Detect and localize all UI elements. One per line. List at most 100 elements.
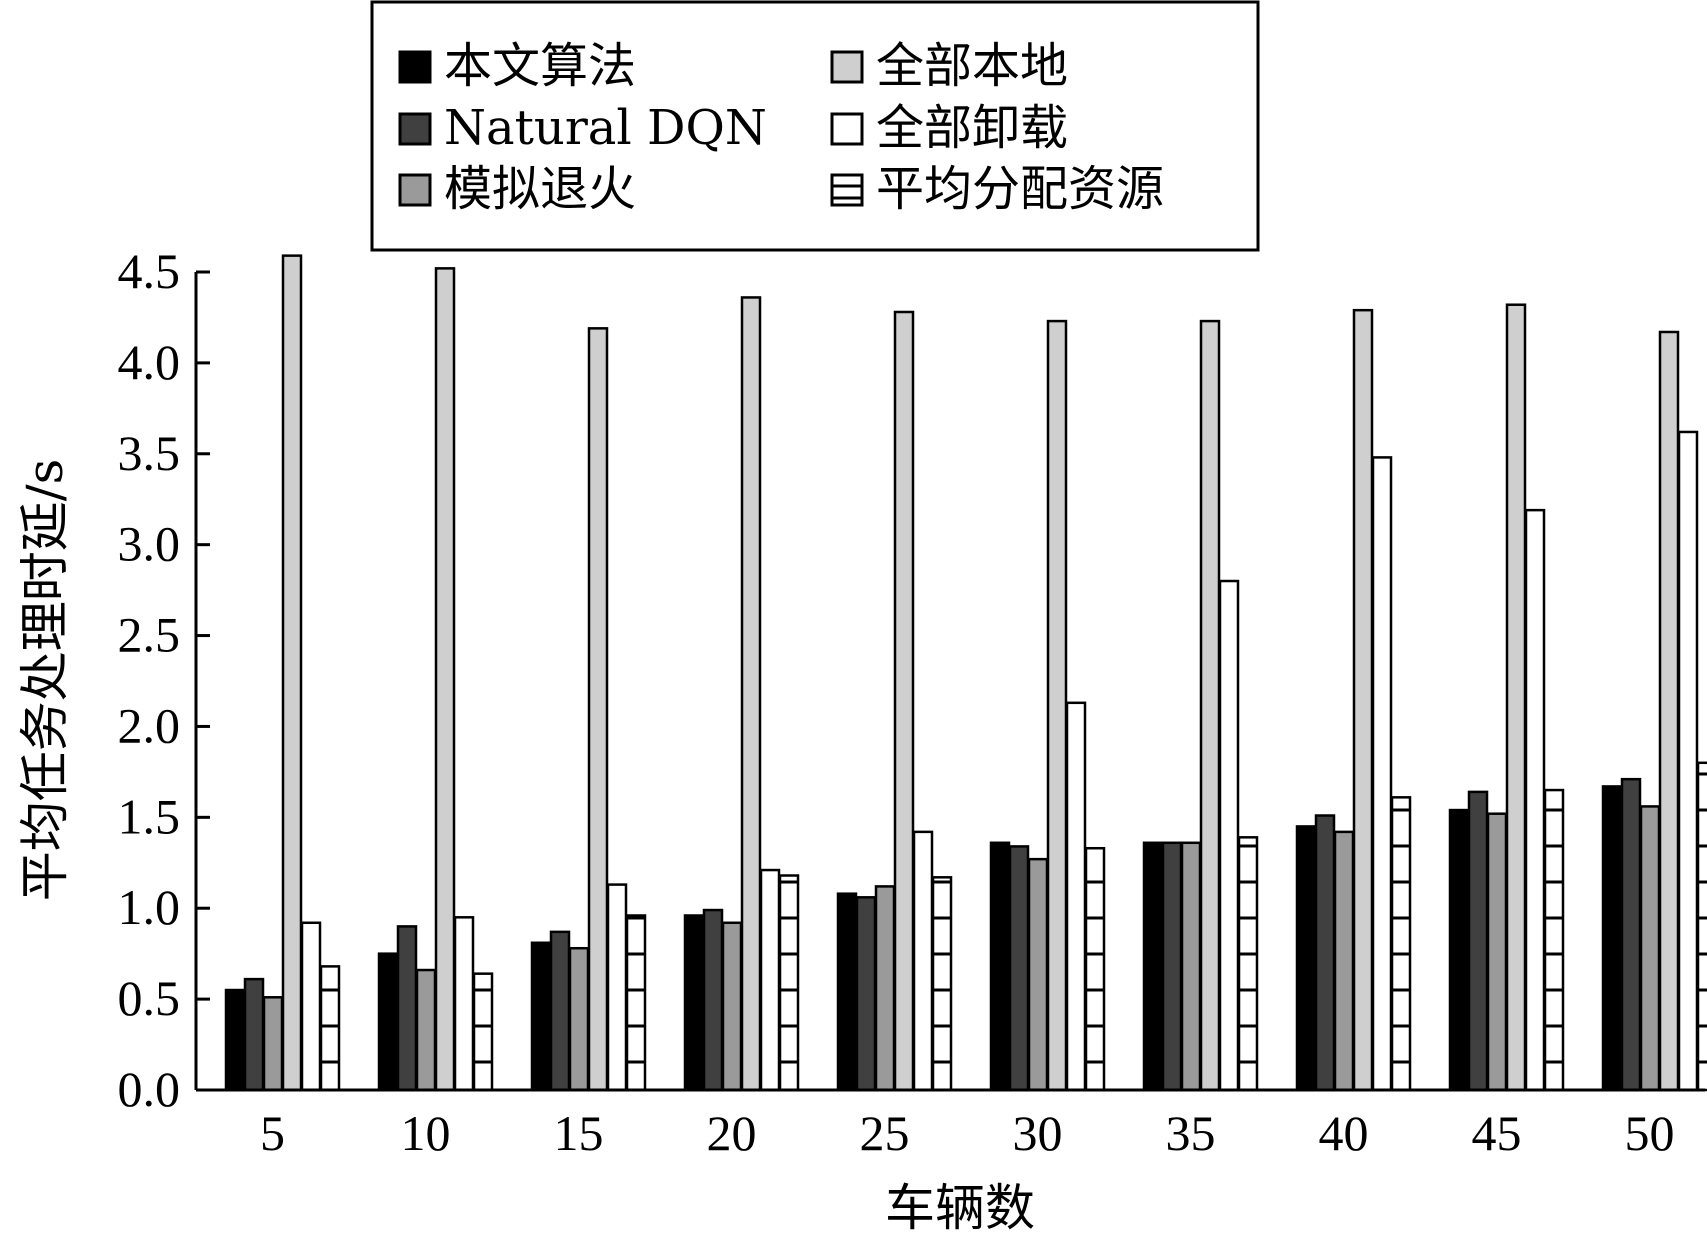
y-tick-label: 1.5 <box>118 788 181 844</box>
bar <box>1084 846 1106 1092</box>
bar <box>1065 701 1087 1092</box>
bar <box>874 885 896 1092</box>
bar <box>1467 790 1489 1092</box>
y-tick-label: 3.0 <box>118 516 181 572</box>
bar <box>300 921 322 1092</box>
bar <box>549 930 571 1092</box>
bar <box>931 876 953 1092</box>
bar <box>434 267 456 1092</box>
legend-swatch <box>830 173 864 207</box>
bar <box>702 908 724 1092</box>
bar <box>1142 841 1164 1092</box>
bar <box>587 327 609 1092</box>
legend-label: Natural DQN <box>444 100 767 156</box>
bar <box>606 883 628 1092</box>
bar <box>1620 777 1642 1092</box>
bar <box>912 830 934 1092</box>
bar <box>1524 508 1546 1092</box>
legend-box <box>370 0 1260 252</box>
bar <box>1696 761 1707 1092</box>
x-tick-label: 10 <box>401 1105 451 1161</box>
bar <box>472 972 494 1092</box>
x-axis-title: 车辆数 <box>885 1179 1035 1237</box>
bar <box>989 841 1011 1092</box>
bar <box>625 914 647 1092</box>
bar <box>1658 330 1680 1092</box>
bar <box>1237 836 1259 1092</box>
bars-group <box>224 254 1707 1092</box>
legend-swatch <box>830 112 864 146</box>
y-tick-label: 0.5 <box>118 970 181 1026</box>
x-tick-label: 40 <box>1319 1105 1369 1161</box>
bar <box>1218 579 1240 1092</box>
bar <box>855 896 877 1092</box>
bar <box>1448 808 1470 1092</box>
bar <box>453 916 475 1092</box>
legend-label: 本文算法 <box>444 38 636 94</box>
x-tick-label: 30 <box>1013 1105 1063 1161</box>
bar <box>1046 319 1068 1092</box>
bar <box>1333 830 1355 1092</box>
legend-label: 全部卸载 <box>876 100 1068 156</box>
legend-swatch <box>830 50 864 84</box>
x-tick-label: 35 <box>1166 1105 1216 1161</box>
bar <box>683 914 705 1092</box>
x-tick-label: 20 <box>707 1105 757 1161</box>
legend-swatch <box>398 50 432 84</box>
bar <box>415 968 437 1092</box>
bar <box>1639 805 1661 1092</box>
bar <box>1486 812 1508 1092</box>
bar <box>1314 814 1336 1092</box>
bar <box>319 965 341 1092</box>
x-tick-label: 5 <box>260 1105 285 1161</box>
bar <box>1601 785 1623 1092</box>
y-tick-label: 2.0 <box>118 697 181 753</box>
bar <box>1199 319 1221 1092</box>
legend-swatch <box>398 112 432 146</box>
bar <box>377 952 399 1092</box>
bar <box>568 946 590 1092</box>
bar <box>1027 857 1049 1092</box>
bar <box>243 977 265 1092</box>
x-tick-label: 25 <box>860 1105 910 1161</box>
y-tick-label: 0.0 <box>118 1061 181 1117</box>
bar <box>1505 303 1527 1092</box>
bar <box>1295 825 1317 1092</box>
x-axis-ticks: 5 10 15 20 25 30 35 40 45 50 <box>260 1105 1675 1161</box>
x-tick-label: 45 <box>1472 1105 1522 1161</box>
bar <box>281 254 303 1092</box>
bar <box>1390 796 1412 1092</box>
legend-label: 模拟退火 <box>444 161 636 217</box>
bar <box>893 310 915 1092</box>
y-axis-ticks: 0.0 0.5 1.0 1.5 2.0 2.5 3.0 3.5 4.0 4.5 <box>118 243 210 1117</box>
legend-label: 全部本地 <box>876 38 1068 94</box>
bar <box>1677 430 1699 1092</box>
bar <box>740 296 762 1092</box>
y-tick-label: 3.5 <box>118 425 181 481</box>
bar <box>1161 841 1183 1092</box>
bar <box>1180 841 1202 1092</box>
bar <box>759 868 781 1092</box>
y-tick-label: 4.5 <box>118 243 181 299</box>
bar <box>224 988 246 1092</box>
bar <box>836 892 858 1092</box>
bar <box>262 996 284 1092</box>
bar <box>1543 788 1565 1092</box>
legend-label: 平均分配资源 <box>876 161 1164 217</box>
bar <box>1352 308 1374 1092</box>
y-tick-label: 2.5 <box>118 607 181 663</box>
y-tick-label: 4.0 <box>118 334 181 390</box>
bar <box>530 941 552 1092</box>
x-tick-label: 50 <box>1625 1105 1675 1161</box>
y-axis-title: 平均任务处理时延/s <box>16 459 74 902</box>
bar <box>721 921 743 1092</box>
bar <box>1008 845 1030 1092</box>
bar <box>778 874 800 1092</box>
bar <box>396 925 418 1092</box>
bar <box>1371 456 1393 1092</box>
x-tick-label: 15 <box>554 1105 604 1161</box>
y-tick-label: 1.0 <box>118 879 181 935</box>
legend-swatch <box>398 173 432 207</box>
